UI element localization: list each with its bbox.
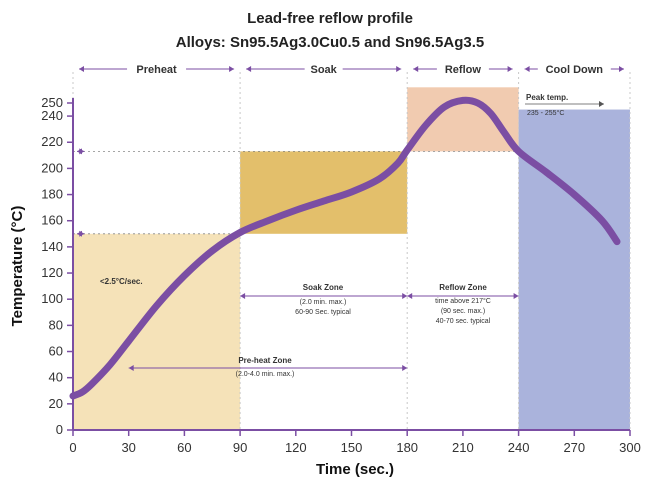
y-tick-label-0: 0 <box>56 422 63 437</box>
y-tick-label-1: 20 <box>49 396 63 411</box>
phase-label-3: Cool Down <box>546 64 604 76</box>
x-tick-label-7: 210 <box>452 440 474 455</box>
x-tick-label-9: 270 <box>563 440 585 455</box>
preheat-region <box>73 233 241 430</box>
peak-arrow-head <box>599 101 604 107</box>
phase-label-1: Soak <box>311 64 338 76</box>
temperature-profile-line-0 <box>69 96 621 400</box>
x-tick-label-2: 60 <box>177 440 191 455</box>
phase-label-2: Reflow <box>445 64 482 76</box>
phase-arrow-head-right-2 <box>507 66 513 72</box>
ramp-rate-label: <2.5°C/sec. <box>100 277 143 286</box>
reflow-zone-note-1: time above 217°C <box>435 297 491 305</box>
guides-layer <box>72 72 631 430</box>
soak-top-arrow-head-right <box>79 148 85 155</box>
x-tick-label-10: 300 <box>619 440 641 455</box>
regions-layer <box>73 87 630 430</box>
phase-label-0: Preheat <box>136 64 177 76</box>
y-tick-label-4: 80 <box>49 317 63 332</box>
reflow-zone-arrow-head-left <box>407 293 413 299</box>
y-tick-label-6: 120 <box>41 265 63 280</box>
phase-layer: Preheat Soak Reflow Cool Down <box>79 61 624 76</box>
soak-zone-arrow-head-left <box>240 293 246 299</box>
series-layer <box>69 96 621 400</box>
x-tick-label-3: 90 <box>233 440 247 455</box>
x-tick-label-8: 240 <box>508 440 530 455</box>
soak-zone-note-1: (2.0 min. max.) <box>300 299 347 306</box>
y-tick-label-11: 220 <box>41 134 63 149</box>
reflow-zone-note-3: 40-70 sec. typical <box>436 318 491 325</box>
y-tick-label-12: 240 <box>41 108 63 123</box>
phase-arrow-head-left-1 <box>246 66 252 72</box>
reflow-zone-label: Reflow Zone <box>439 283 487 292</box>
phase-arrow-head-left-0 <box>79 66 84 72</box>
y-tick-label-10: 200 <box>41 160 63 175</box>
x-axis-label: Time (sec.) <box>316 461 394 478</box>
x-tick-label-1: 30 <box>121 440 135 455</box>
y-tick-label-9: 180 <box>41 187 63 202</box>
y-tick-label-5: 100 <box>41 291 63 306</box>
phase-arrow-head-left-2 <box>413 66 419 72</box>
y-axis-label: Temperature (°C) <box>9 206 26 327</box>
phase-arrow-head-left-3 <box>524 66 530 72</box>
y-tick-label-13: 250 <box>41 95 63 110</box>
phase-label-bg-1 <box>304 61 343 75</box>
chart-subtitle: Alloys: Sn95.5Ag3.0Cu0.5 and Sn96.5Ag3.5 <box>176 34 484 51</box>
peak-temp-label: Peak temp. <box>526 93 568 102</box>
chart-title: Lead-free reflow profile <box>247 10 413 27</box>
y-tick-label-8: 160 <box>41 213 63 228</box>
y-tick-label-2: 40 <box>49 370 63 385</box>
y-tick-label-7: 140 <box>41 239 63 254</box>
x-tick-label-4: 120 <box>285 440 307 455</box>
cooldown-region <box>518 109 630 430</box>
peak-temp-range: 235 - 255°C <box>527 109 564 117</box>
phase-label-bg-3 <box>537 61 611 75</box>
phase-label-bg-2 <box>436 61 489 75</box>
x-tick-label-0: 0 <box>69 440 76 455</box>
phase-arrow-head-right-3 <box>619 66 624 72</box>
preheat-zone-arrow-head-left <box>128 365 134 371</box>
preheat-zone-label: Pre-heat Zone <box>238 356 292 365</box>
x-tick-label-5: 150 <box>341 440 363 455</box>
phase-label-bg-0 <box>127 61 187 75</box>
phase-arrow-head-right-0 <box>229 66 235 72</box>
soak-zone-note-2: 60-90 Sec. typical <box>295 309 351 316</box>
y-tick-label-3: 60 <box>49 344 63 359</box>
preheat-zone-arrow-head-right <box>402 365 408 371</box>
phase-arrow-head-right-1 <box>396 66 402 72</box>
x-tick-label-6: 180 <box>396 440 418 455</box>
soak-zone-arrow-head-right <box>402 293 408 299</box>
preheat-zone-note: (2.0-4.0 min. max.) <box>236 371 295 378</box>
reflow-zone-note-2: (90 sec. max.) <box>441 308 485 315</box>
soak-zone-label: Soak Zone <box>303 283 344 292</box>
preheat-top-arrow-head-right <box>79 230 85 237</box>
reflow-zone-arrow-head-right <box>513 293 519 299</box>
